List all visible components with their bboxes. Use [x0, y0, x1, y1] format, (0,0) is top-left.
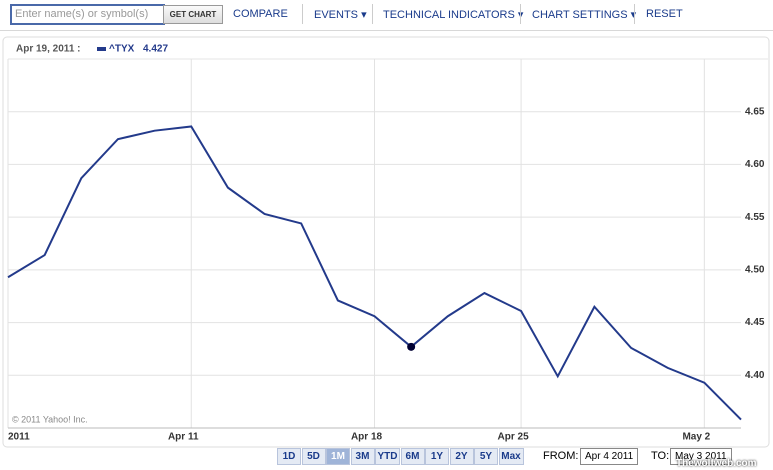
- separator: [634, 4, 635, 24]
- to-label: TO:: [651, 450, 670, 462]
- events-menu[interactable]: EVENTS ▾: [314, 9, 367, 21]
- range-button[interactable]: 1D: [277, 448, 301, 465]
- toolbar: Enter name(s) or symbol(s) GET CHART COM…: [0, 0, 773, 31]
- x-tick-label: 2011: [8, 432, 30, 443]
- range-button[interactable]: 1Y: [425, 448, 449, 465]
- x-tick-label: Apr 11: [168, 432, 199, 443]
- settings-label: CHART SETTINGS: [532, 9, 628, 21]
- separator: [302, 4, 303, 24]
- watermark: Thewolfweb.com: [676, 458, 757, 469]
- x-tick-label: Apr 25: [498, 432, 530, 443]
- from-label: FROM:: [543, 450, 579, 462]
- y-tick-label: 4.55: [745, 212, 765, 223]
- x-tick-label: May 2: [682, 432, 710, 443]
- separator: [372, 4, 373, 24]
- y-tick-label: 4.40: [745, 370, 765, 381]
- copyright: © 2011 Yahoo! Inc.: [12, 414, 88, 424]
- to-date[interactable]: May 3 2011: [670, 448, 732, 465]
- legend-swatch: [97, 47, 106, 51]
- y-tick-label: 4.50: [745, 264, 765, 275]
- range-button[interactable]: 3M: [350, 448, 375, 465]
- range-button[interactable]: 5Y: [474, 448, 498, 465]
- settings-menu[interactable]: CHART SETTINGS ▾: [532, 9, 637, 21]
- y-tick-label: 4.45: [745, 317, 765, 328]
- y-tick-label: 4.60: [745, 159, 765, 170]
- range-button[interactable]: 1M: [326, 448, 350, 465]
- range-button[interactable]: 2Y: [449, 448, 474, 465]
- indicators-label: TECHNICAL INDICATORS: [383, 9, 515, 21]
- events-label: EVENTS: [314, 9, 359, 21]
- separator: [520, 4, 521, 24]
- reset-link[interactable]: RESET: [646, 8, 683, 20]
- get-chart-button[interactable]: GET CHART: [163, 5, 223, 24]
- x-tick-label: Apr 18: [351, 432, 383, 443]
- line: [7, 125, 742, 421]
- legend-name: ^TYX: [109, 44, 135, 55]
- range-button[interactable]: 6M: [400, 448, 425, 465]
- range-button[interactable]: 5D: [301, 448, 326, 465]
- compare-link[interactable]: COMPARE: [233, 8, 288, 20]
- range-button[interactable]: Max: [498, 448, 524, 465]
- y-tick-label: 4.65: [745, 106, 765, 117]
- hover-point: [407, 342, 416, 351]
- from-date[interactable]: Apr 4 2011: [580, 448, 639, 465]
- range-button[interactable]: YTD: [375, 448, 400, 465]
- hover-date: Apr 19, 2011 :: [16, 44, 80, 55]
- legend-value: 4.427: [143, 44, 168, 55]
- chart-frame: [2, 36, 770, 448]
